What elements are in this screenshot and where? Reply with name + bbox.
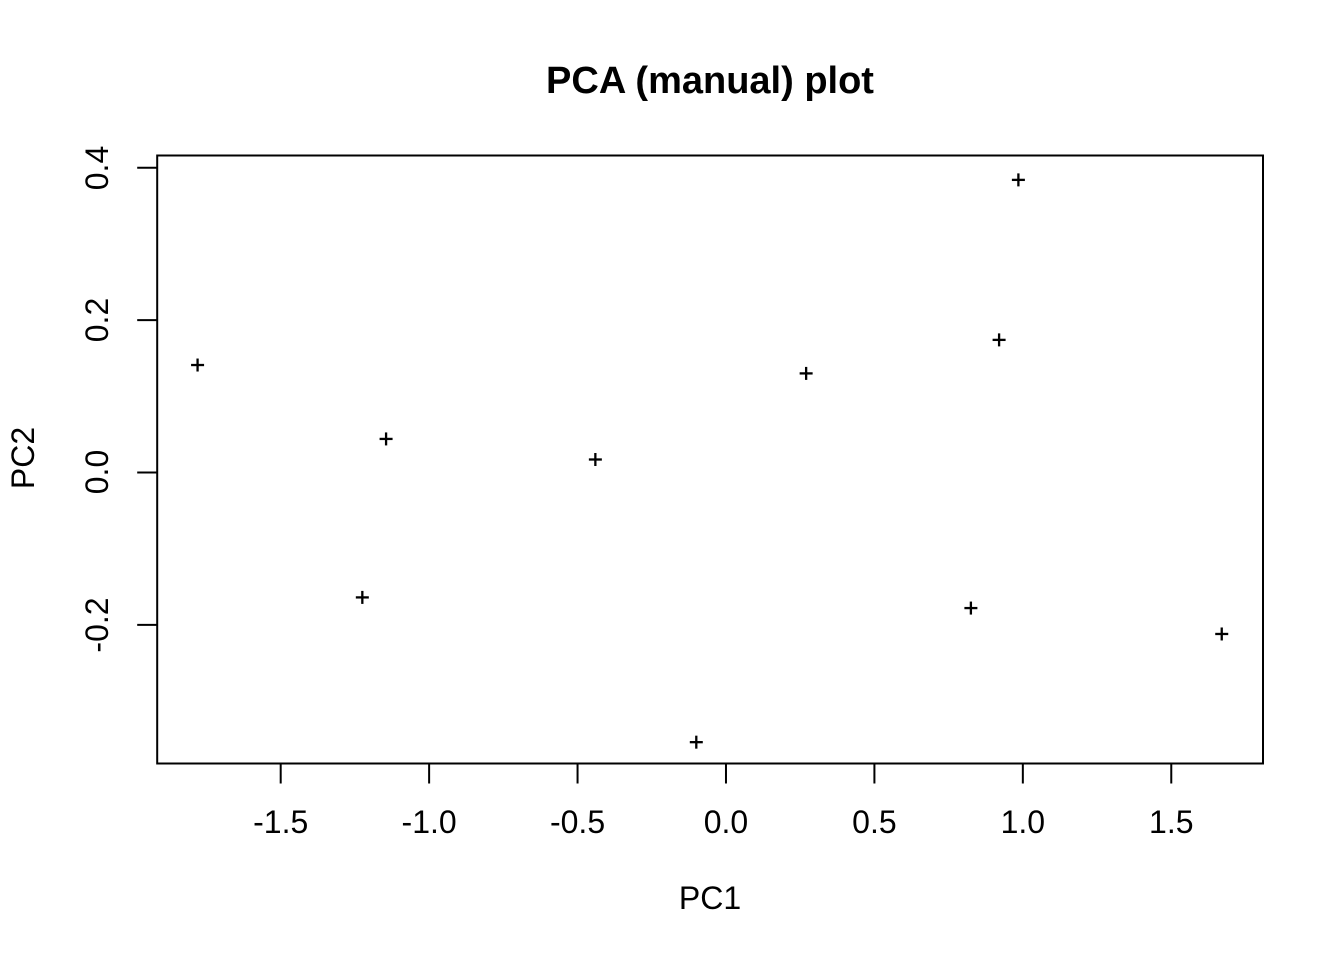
y-axis-label: PC2 <box>5 426 41 490</box>
x-axis-label: PC1 <box>678 880 742 916</box>
plot-box <box>156 154 1265 765</box>
chart-title: PCA (manual) plot <box>546 60 874 102</box>
